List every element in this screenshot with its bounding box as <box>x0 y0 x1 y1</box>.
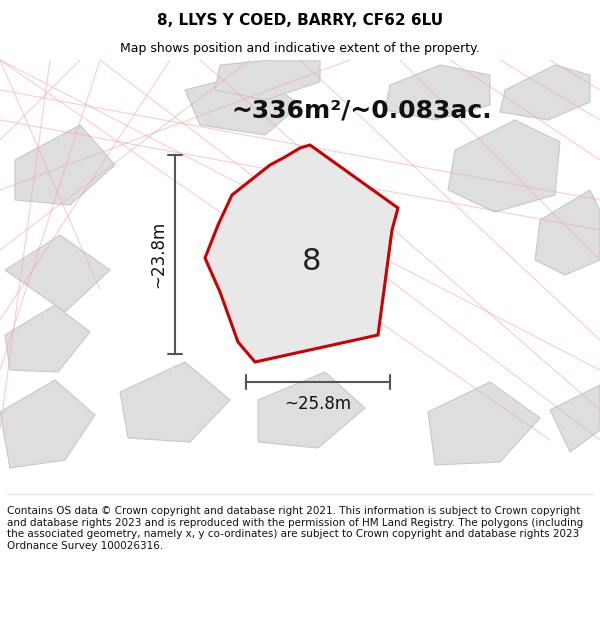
Text: 8: 8 <box>302 248 322 276</box>
Polygon shape <box>120 362 230 442</box>
Polygon shape <box>428 382 540 465</box>
Polygon shape <box>5 305 90 372</box>
Text: 8, LLYS Y COED, BARRY, CF62 6LU: 8, LLYS Y COED, BARRY, CF62 6LU <box>157 13 443 28</box>
Polygon shape <box>500 65 590 120</box>
Polygon shape <box>550 385 600 452</box>
Polygon shape <box>205 145 398 362</box>
Polygon shape <box>0 380 95 468</box>
Text: ~336m²/~0.083ac.: ~336m²/~0.083ac. <box>232 98 493 122</box>
Polygon shape <box>448 120 560 212</box>
Text: Contains OS data © Crown copyright and database right 2021. This information is : Contains OS data © Crown copyright and d… <box>7 506 583 551</box>
Polygon shape <box>535 190 600 275</box>
Polygon shape <box>5 235 110 312</box>
Text: ~23.8m: ~23.8m <box>149 221 167 288</box>
Text: Map shows position and indicative extent of the property.: Map shows position and indicative extent… <box>120 42 480 55</box>
Polygon shape <box>385 65 490 120</box>
Text: ~25.8m: ~25.8m <box>284 395 352 413</box>
Polygon shape <box>215 60 320 100</box>
Polygon shape <box>185 72 300 135</box>
Polygon shape <box>15 125 115 205</box>
Polygon shape <box>258 372 365 448</box>
